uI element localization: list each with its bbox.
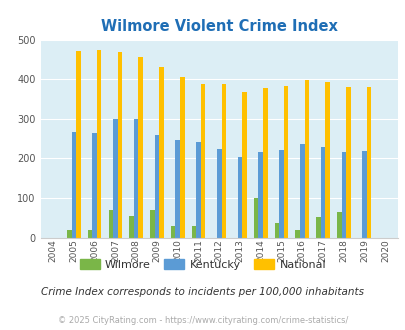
Bar: [150, 210, 154, 238]
Bar: [138, 57, 143, 238]
Bar: [221, 84, 226, 238]
Bar: [67, 230, 71, 238]
Bar: [216, 148, 221, 238]
Bar: [129, 216, 134, 238]
Bar: [366, 87, 371, 238]
Bar: [196, 142, 200, 238]
Bar: [336, 212, 341, 238]
Bar: [324, 82, 329, 238]
Bar: [200, 84, 205, 238]
Bar: [237, 157, 242, 238]
Bar: [299, 144, 304, 238]
Bar: [76, 51, 81, 238]
Bar: [320, 147, 324, 238]
Bar: [117, 52, 122, 238]
Legend: Wilmore, Kentucky, National: Wilmore, Kentucky, National: [75, 255, 330, 274]
Bar: [304, 80, 309, 238]
Bar: [362, 151, 366, 238]
Bar: [171, 226, 175, 238]
Bar: [179, 77, 184, 238]
Bar: [279, 150, 283, 238]
Bar: [262, 88, 267, 238]
Bar: [253, 198, 258, 238]
Bar: [175, 140, 179, 238]
Bar: [154, 135, 159, 238]
Bar: [191, 226, 196, 238]
Bar: [341, 152, 345, 238]
Bar: [315, 216, 320, 238]
Bar: [134, 119, 138, 238]
Text: Crime Index corresponds to incidents per 100,000 inhabitants: Crime Index corresponds to incidents per…: [41, 287, 364, 297]
Bar: [92, 133, 97, 238]
Bar: [274, 223, 279, 238]
Bar: [283, 86, 288, 238]
Title: Wilmore Violent Crime Index: Wilmore Violent Crime Index: [100, 19, 337, 34]
Text: © 2025 CityRating.com - https://www.cityrating.com/crime-statistics/: © 2025 CityRating.com - https://www.city…: [58, 315, 347, 325]
Bar: [71, 132, 76, 238]
Bar: [295, 230, 299, 238]
Bar: [97, 50, 101, 238]
Bar: [87, 230, 92, 238]
Bar: [345, 87, 350, 238]
Bar: [242, 92, 246, 238]
Bar: [108, 210, 113, 238]
Bar: [159, 67, 163, 238]
Bar: [258, 152, 262, 238]
Bar: [113, 119, 117, 238]
